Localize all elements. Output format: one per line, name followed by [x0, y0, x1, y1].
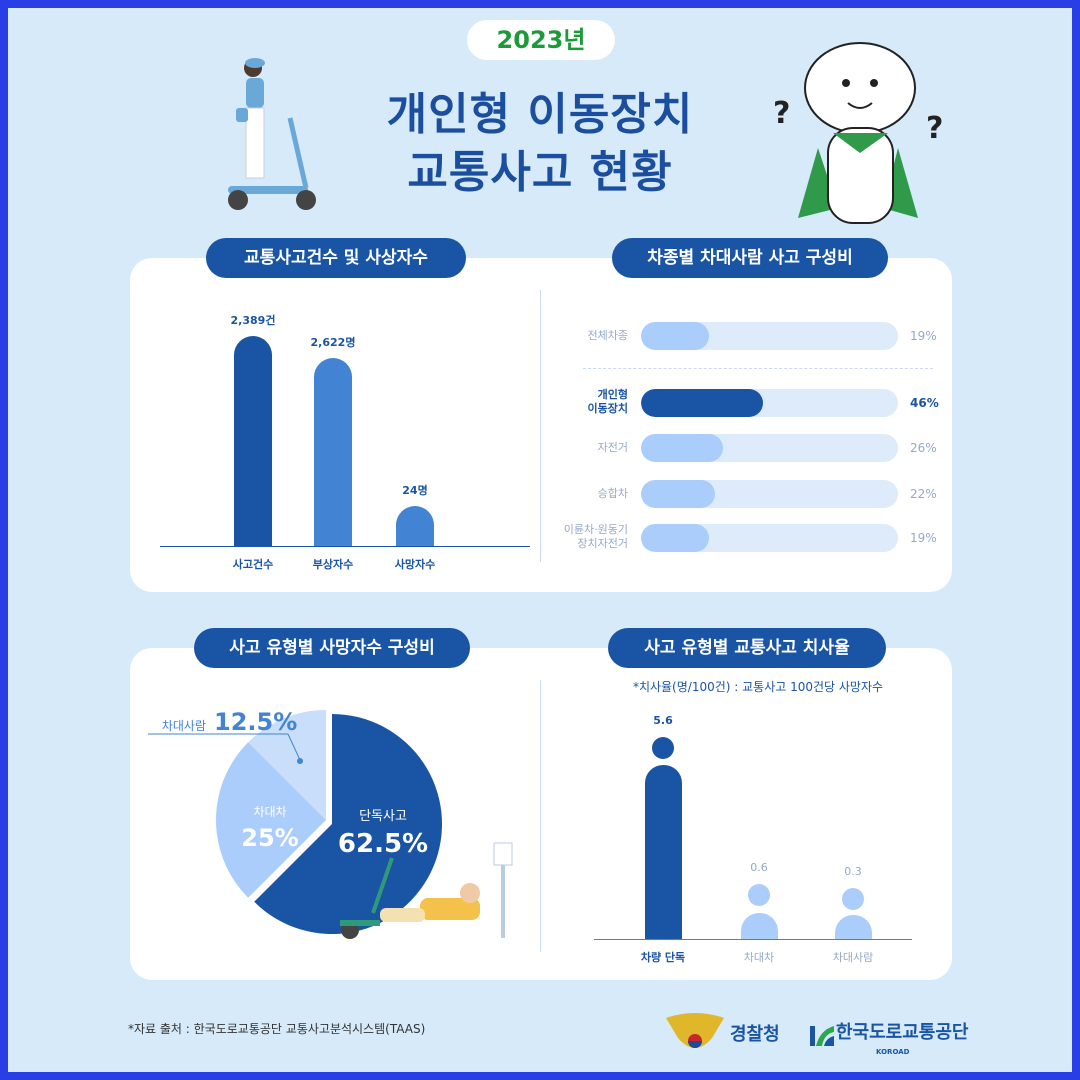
koroad-logo-text: 한국도로교통공단	[836, 1022, 969, 1043]
bar-track	[641, 480, 898, 508]
koroad-logo-mark	[810, 1026, 834, 1046]
person-head-0	[652, 737, 674, 759]
bar-value: 19%	[910, 531, 937, 545]
bar-track	[641, 389, 898, 417]
fallen-scooter-rider-illustration	[340, 842, 513, 939]
x-axis-line	[594, 939, 912, 940]
category-label: 차대사람	[832, 951, 874, 964]
category-label: 사고건수	[232, 558, 274, 571]
bar-value: 22%	[910, 487, 937, 501]
svg-text:?: ?	[773, 96, 790, 131]
panel-divider-2	[540, 680, 541, 952]
pie-slice-2	[248, 710, 326, 820]
row-label: 이륜차·원동기 장치자전거	[563, 523, 628, 550]
category-label: 차대차	[743, 951, 775, 964]
pie-slice-1	[216, 742, 326, 898]
person-body-bar-0	[645, 765, 682, 939]
data-label: 24명	[402, 484, 428, 497]
police-logo-text: 경찰청	[730, 1024, 780, 1045]
panel-divider	[540, 290, 541, 562]
data-label: 2,622명	[310, 336, 356, 349]
pie-slice-0	[254, 714, 442, 934]
pie-value-pedestrian: 12.5%	[214, 708, 297, 736]
section-title-fatality-rate: 사고 유형별 교통사고 치사율	[608, 628, 886, 668]
bar-0	[234, 336, 272, 546]
section-title-vehicle-type-ratio: 차종별 차대사람 사고 구성비	[612, 238, 888, 278]
pie-label-solo: 단독사고	[359, 809, 407, 824]
person-body-bar-2	[835, 915, 872, 939]
bar-value: 19%	[910, 329, 937, 343]
data-label: 0.3	[844, 865, 862, 878]
person-head-1	[748, 884, 770, 906]
x-axis-line	[160, 546, 530, 547]
section-title-death-ratio: 사고 유형별 사망자수 구성비	[194, 628, 470, 668]
row-label: 자전거	[597, 441, 628, 454]
fatality-note: *치사율(명/100건) : 교통사고 100건당 사망자수	[632, 680, 884, 694]
callout-line	[148, 733, 301, 761]
tiger-mascot-illustration: ? ?	[773, 42, 943, 224]
bar-fill	[641, 524, 709, 552]
bar-track	[641, 524, 898, 552]
pie-value-solo: 62.5%	[338, 829, 428, 859]
data-label: 0.6	[750, 861, 768, 874]
bar-value: 46%	[910, 396, 939, 410]
bar-fill	[641, 322, 709, 350]
person-head-2	[842, 888, 864, 910]
death-ratio-pie-chart: 단독사고 62.5% 차대차 25% 차대사람 12.5%	[148, 708, 513, 939]
koroad-logo-sub: KOROAD	[876, 1048, 910, 1056]
row-label: 전체차종	[587, 329, 628, 342]
dashed-separator	[583, 368, 933, 369]
bar-fill	[641, 389, 763, 417]
category-label: 사망자수	[394, 558, 436, 571]
vehicle-type-bar-chart: 전체차종 19% 개인형 이동장치 46% 자전거 26% 승합차 22% 이륜차·원동기 장치자전…	[548, 298, 948, 578]
row-label: 개인형 이동장치	[587, 388, 628, 415]
title-line-2: 교통사고 현황	[407, 147, 673, 198]
pie-value-car: 25%	[241, 824, 298, 852]
category-label: 차량 단독	[640, 951, 686, 964]
person-body-bar-1	[741, 913, 778, 939]
year-badge: 2023년	[467, 20, 615, 60]
bar-track	[641, 322, 898, 350]
section-title-accidents-casualties: 교통사고건수 및 사상자수	[206, 238, 466, 278]
bar-value: 26%	[910, 441, 937, 455]
title-line-1: 개인형 이동장치	[386, 89, 694, 140]
svg-text:?: ?	[926, 111, 943, 146]
bar-fill	[641, 480, 715, 508]
bar-2	[396, 506, 434, 546]
bar-fill	[641, 434, 723, 462]
data-label: 5.6	[653, 714, 673, 727]
pie-label-car: 차대차	[253, 805, 286, 819]
row-label: 승합차	[597, 487, 628, 500]
category-label: 부상자수	[312, 558, 354, 571]
bar-1	[314, 358, 352, 546]
pie-label-pedestrian: 차대사람	[162, 719, 206, 733]
callout-dot	[297, 758, 303, 764]
fatality-rate-chart: 5.6 차량 단독 0.6 차대차 0.3 차대사람	[594, 698, 914, 968]
police-emblem-logo	[666, 1013, 724, 1048]
source-note: *자료 출처 : 한국도로교통공단 교통사고분석시스템(TAAS)	[128, 1022, 426, 1036]
bar-track	[641, 434, 898, 462]
scooter-rider-illustration	[228, 58, 316, 210]
data-label: 2,389건	[230, 314, 276, 327]
